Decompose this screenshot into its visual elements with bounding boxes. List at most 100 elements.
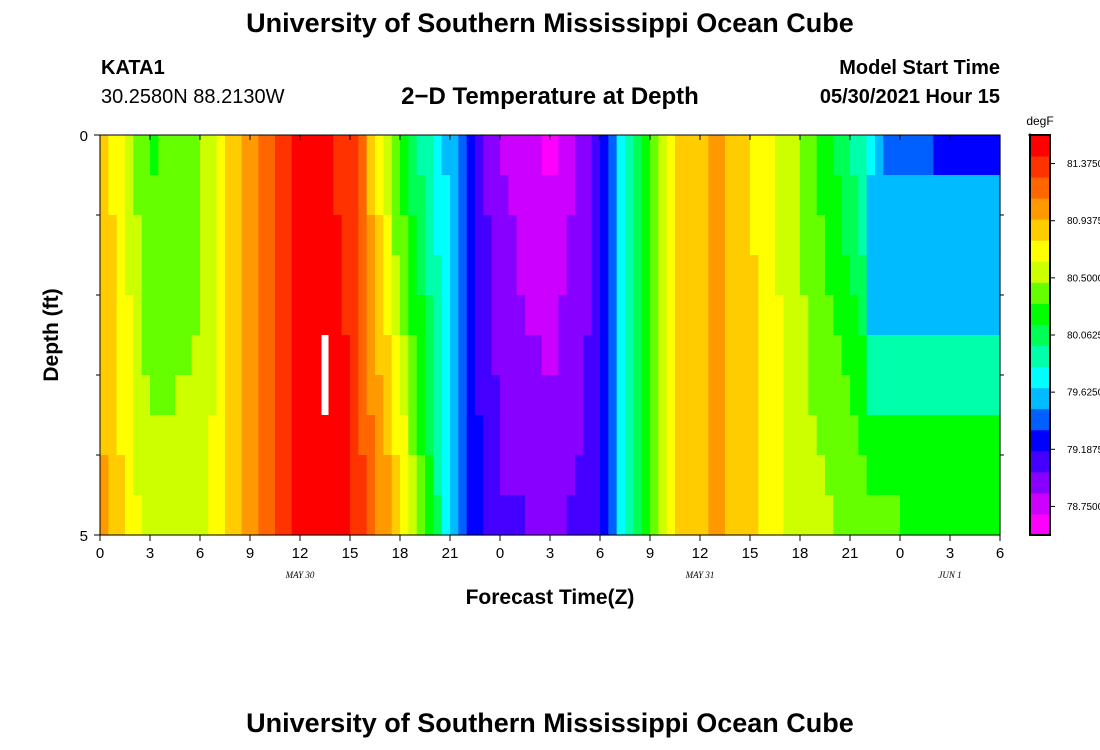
- heatmap-cell: [766, 375, 776, 416]
- heatmap-cell: [383, 495, 393, 536]
- heatmap-cell: [175, 215, 184, 256]
- heatmap-cell: [800, 455, 809, 496]
- heatmap-cell: [100, 295, 109, 336]
- heatmap-cell: [558, 135, 568, 176]
- heatmap-cell: [158, 135, 168, 176]
- heatmap-cell: [808, 135, 818, 176]
- heatmap-cell: [341, 215, 351, 256]
- heatmap-cell: [675, 495, 684, 536]
- heatmap-cell: [258, 295, 268, 336]
- heatmap-cell: [191, 175, 201, 216]
- heatmap-cell: [833, 175, 843, 216]
- x-tick-label: 12: [292, 545, 309, 562]
- heatmap-cell: [808, 375, 818, 416]
- heatmap-cell: [175, 135, 184, 176]
- heatmap-cell: [991, 135, 1001, 176]
- heatmap-cell: [466, 335, 476, 376]
- heatmap-cell: [841, 295, 851, 336]
- heatmap-cell: [891, 455, 901, 496]
- heatmap-cell: [550, 495, 559, 536]
- heatmap-cell: [158, 375, 168, 416]
- heatmap-cell: [483, 495, 493, 536]
- heatmap-cell: [791, 335, 801, 376]
- heatmap-cell: [625, 135, 634, 176]
- heatmap-cell: [200, 175, 209, 216]
- heatmap-cell: [933, 295, 943, 336]
- heatmap-cell: [783, 335, 793, 376]
- heatmap-cell: [558, 215, 568, 256]
- heatmap-cell: [908, 375, 918, 416]
- heatmap-cell: [108, 295, 118, 336]
- heatmap-cell: [758, 255, 768, 296]
- heatmap-cell: [850, 175, 859, 216]
- heatmap-cell: [416, 415, 426, 456]
- heatmap-cell: [450, 295, 459, 336]
- heatmap-cell: [266, 255, 276, 296]
- heatmap-cell: [191, 135, 201, 176]
- heatmap-cell: [933, 415, 943, 456]
- heatmap-cell: [408, 455, 418, 496]
- heatmap-cell: [183, 295, 193, 336]
- heatmap-cell: [475, 175, 484, 216]
- heatmap-cell: [791, 175, 801, 216]
- colorbar-swatch: [1030, 177, 1050, 199]
- heatmap-cell: [325, 175, 334, 216]
- heatmap-cell: [733, 335, 743, 376]
- heatmap-cell: [875, 335, 884, 376]
- heatmap-cell: [750, 455, 759, 496]
- heatmap-cell: [575, 455, 584, 496]
- heatmap-cell: [975, 335, 984, 376]
- heatmap-cell: [650, 135, 659, 176]
- heatmap-cell: [825, 335, 834, 376]
- heatmap-cell: [300, 415, 309, 456]
- heatmap-cell: [475, 415, 484, 456]
- heatmap-cell: [683, 495, 693, 536]
- heatmap-cell: [900, 295, 909, 336]
- heatmap-cell: [758, 135, 768, 176]
- heatmap-cell: [400, 135, 409, 176]
- heatmap-cell: [300, 215, 309, 256]
- heatmap-cell: [250, 455, 259, 496]
- heatmap-cell: [600, 375, 609, 416]
- heatmap-cell: [941, 455, 951, 496]
- heatmap-cell: [208, 495, 218, 536]
- heatmap-cell: [900, 175, 909, 216]
- heatmap-cell: [283, 135, 293, 176]
- heatmap-cell: [241, 335, 251, 376]
- heatmap-cell: [258, 255, 268, 296]
- heatmap-cell: [908, 495, 918, 536]
- heatmap-cell: [441, 455, 451, 496]
- heatmap-cell: [600, 255, 609, 296]
- heatmap-cell: [283, 495, 293, 536]
- heatmap-cell: [983, 135, 993, 176]
- heatmap-cell: [133, 175, 143, 216]
- heatmap-cell: [908, 295, 918, 336]
- heatmap-cell: [891, 175, 901, 216]
- heatmap-cell: [425, 455, 434, 496]
- heatmap-cell: [258, 495, 268, 536]
- heatmap-cell: [600, 495, 609, 536]
- heatmap-cell: [833, 335, 843, 376]
- heatmap-cell: [941, 295, 951, 336]
- heatmap-cell: [125, 215, 134, 256]
- heatmap-cell: [858, 175, 868, 216]
- heatmap-cell: [508, 335, 518, 376]
- heatmap-cell: [716, 415, 726, 456]
- heatmap-cell: [141, 335, 151, 376]
- heatmap-cell: [391, 415, 401, 456]
- heatmap-cell: [333, 335, 343, 376]
- heatmap-cell: [158, 455, 168, 496]
- heatmap-cell: [875, 215, 884, 256]
- heatmap-cell: [191, 295, 201, 336]
- heatmap-cell: [441, 175, 451, 216]
- heatmap-cell: [466, 175, 476, 216]
- heatmap-cell: [741, 295, 751, 336]
- heatmap-cell: [108, 415, 118, 456]
- heatmap-cell: [508, 135, 518, 176]
- heatmap-cell: [291, 215, 301, 256]
- heatmap-cell: [491, 295, 501, 336]
- heatmap-cell: [141, 255, 151, 296]
- heatmap-cell: [525, 495, 534, 536]
- heatmap-cell: [191, 495, 201, 536]
- heatmap-cell: [950, 175, 959, 216]
